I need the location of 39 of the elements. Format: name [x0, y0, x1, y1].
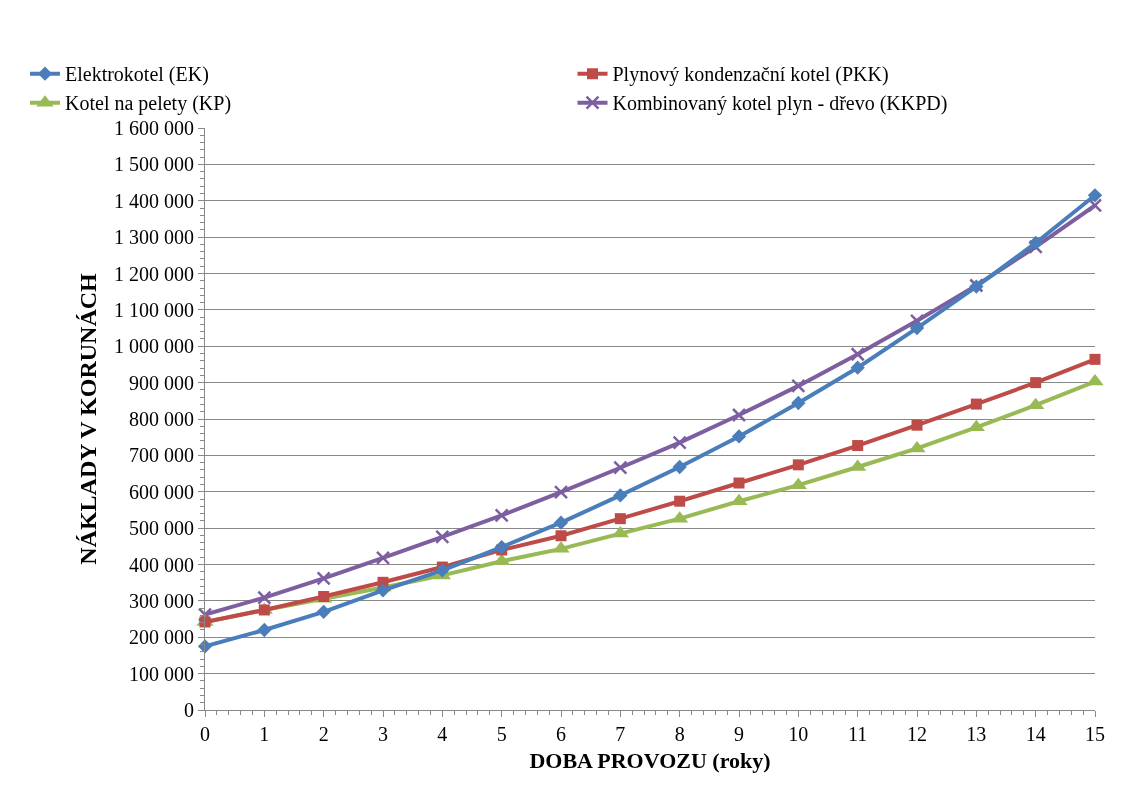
y-tick-label: 800 000 — [129, 408, 194, 430]
x-tick-label: 0 — [200, 723, 210, 745]
y-tick-label: 500 000 — [129, 517, 194, 540]
x-tick-label: 1 — [259, 723, 270, 745]
x-tick-label: 6 — [556, 723, 566, 745]
x-tick-label: 15 — [1085, 723, 1105, 745]
x-tick-label: 9 — [734, 723, 744, 745]
y-tick-label: 1 100 000 — [114, 298, 194, 321]
x-tick-label: 5 — [496, 723, 507, 745]
legend-label: Plynový kondenzační kotel (PKK) — [612, 63, 889, 87]
x-tick-label: 13 — [966, 723, 987, 745]
x-tick-label: 2 — [318, 723, 329, 745]
y-tick-label: 400 000 — [129, 553, 194, 576]
legend-label: Kotel na pelety (KP) — [65, 92, 232, 116]
x-tick-label: 4 — [437, 723, 448, 745]
y-axis-title: NÁKLADY V KORUNÁCH — [75, 272, 102, 565]
y-tick-label: 1 300 000 — [114, 226, 194, 249]
y-tick-label: 1 200 000 — [114, 262, 194, 285]
x-tick-label: 12 — [907, 723, 927, 745]
y-tick-label: 1 600 000 — [114, 117, 194, 139]
y-tick-label: 200 000 — [129, 626, 194, 649]
legend-label: Elektrokotel (EK) — [65, 63, 209, 87]
legend-label: Kombinovaný kotel plyn - dřevo (KKPD) — [612, 92, 948, 116]
y-tick-label: 600 000 — [129, 480, 194, 503]
x-axis-title: DOBA PROVOZU (roky) — [529, 747, 771, 773]
x-tick-label: 7 — [615, 723, 626, 745]
y-tick-label: 100 000 — [129, 662, 194, 685]
y-tick-label: 300 000 — [129, 589, 194, 612]
x-tick-label: 10 — [788, 723, 809, 745]
x-tick-label: 14 — [1025, 723, 1046, 745]
x-tick-label: 11 — [848, 723, 868, 745]
y-tick-label: 1 000 000 — [114, 335, 194, 358]
y-tick-label: 1 500 000 — [114, 153, 194, 176]
x-tick-label: 3 — [378, 723, 388, 745]
x-tick-label: 8 — [674, 723, 685, 745]
y-tick-label: 1 400 000 — [114, 189, 194, 212]
y-tick-label: 0 — [184, 699, 194, 721]
y-tick-label: 900 000 — [129, 371, 194, 394]
y-tick-label: 700 000 — [129, 444, 194, 467]
